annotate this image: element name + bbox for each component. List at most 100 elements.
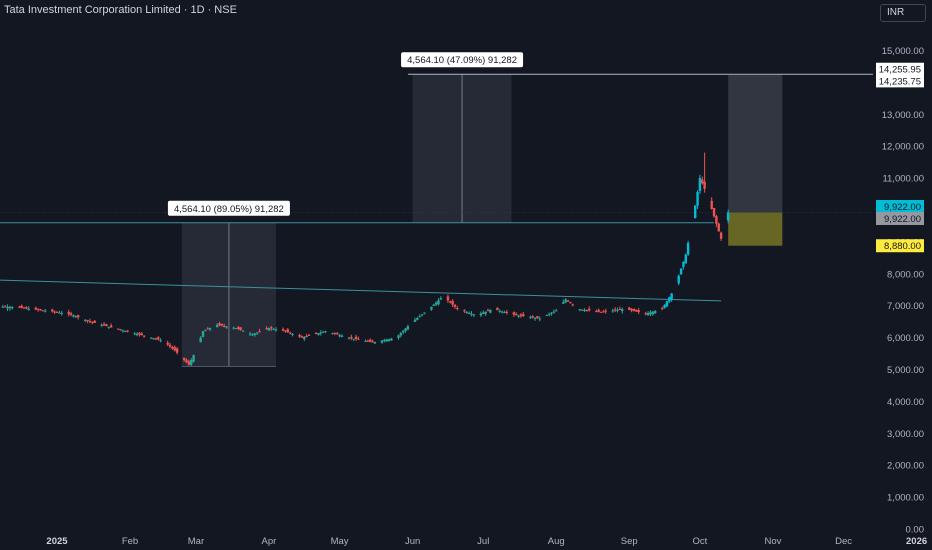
candle-body <box>159 340 162 342</box>
candle-body <box>416 318 419 320</box>
candle-body <box>58 312 61 314</box>
candle-body <box>703 181 706 189</box>
candle-body <box>489 309 492 313</box>
y-tick-label: 1,000.00 <box>887 493 924 504</box>
candle-body <box>484 311 487 314</box>
candle-body <box>126 330 129 332</box>
candle-body <box>150 337 153 339</box>
candle-body <box>406 326 410 330</box>
candle-body <box>505 311 509 313</box>
candle-body <box>41 310 45 312</box>
candle-body <box>423 312 426 314</box>
candle-body <box>413 319 417 322</box>
price-label: 9,922.00 <box>884 202 921 213</box>
candle-body <box>646 312 650 316</box>
price-label: 14,255.95 <box>879 65 921 76</box>
candle-body <box>74 316 78 318</box>
candle-body <box>366 340 370 342</box>
candle-body <box>232 327 235 329</box>
candle-body <box>288 332 292 334</box>
candle-body <box>154 338 158 340</box>
candle-body <box>613 309 617 311</box>
candle-body <box>694 205 697 218</box>
candle-body <box>519 314 523 316</box>
candle-body <box>208 328 212 330</box>
candle-body <box>105 324 108 327</box>
candle-body <box>168 344 172 347</box>
candle-body <box>237 327 240 329</box>
candle-body <box>364 340 367 342</box>
candle-body <box>715 216 718 224</box>
candle-body <box>152 338 155 340</box>
candle-body <box>190 359 193 365</box>
candle-body <box>357 338 360 340</box>
candle-body <box>434 302 438 305</box>
candle-body <box>91 321 94 323</box>
candle-body <box>72 315 75 317</box>
candle-body <box>34 307 38 310</box>
price-label-bg <box>876 199 924 213</box>
candle-body <box>637 310 640 313</box>
candle-body <box>512 312 516 315</box>
candle-body <box>531 316 534 318</box>
candle-body <box>430 306 433 310</box>
candle-body <box>67 312 70 315</box>
y-tick-label: 11,000.00 <box>882 174 924 185</box>
candle-body <box>22 307 26 309</box>
candle-body <box>119 329 122 331</box>
candle-body <box>300 336 304 338</box>
candle-body <box>336 333 339 335</box>
candle-body <box>498 310 501 312</box>
candle-body <box>182 357 186 360</box>
candle-body <box>171 346 174 349</box>
candle-body <box>253 333 257 336</box>
candle-body <box>496 307 499 311</box>
candle-body <box>258 331 261 333</box>
candle-body <box>11 307 14 309</box>
candle-body <box>204 330 207 332</box>
candle-body <box>555 310 558 312</box>
candle-body <box>255 332 259 334</box>
candle-body <box>36 309 40 311</box>
candle-body <box>51 309 54 312</box>
candle-body <box>661 308 664 310</box>
measure-label: 4,564.10 (47.09%) 91,282 <box>407 55 517 66</box>
candle-body <box>234 328 238 330</box>
candle-body <box>142 335 146 337</box>
currency-selector[interactable]: INR <box>880 4 926 22</box>
candle-body <box>140 333 143 336</box>
candle-body <box>602 311 605 313</box>
candle-body <box>456 308 459 310</box>
candle-body <box>668 297 671 302</box>
candle-body <box>597 309 600 312</box>
candle-body <box>135 333 139 336</box>
price-label: 9,922.00 <box>884 214 921 225</box>
candle-body <box>630 308 633 311</box>
candle-body <box>1 306 5 308</box>
candle-body <box>420 314 424 316</box>
candle-body <box>653 310 657 314</box>
candle-body <box>270 327 273 329</box>
measure-label: 4,564.10 (89.05%) 91,282 <box>174 204 284 215</box>
candle-body <box>6 306 9 309</box>
candle-body <box>418 316 421 318</box>
x-tick-label: Mar <box>188 536 204 547</box>
candle-body <box>352 338 355 340</box>
candle-body <box>621 309 624 312</box>
candle-body <box>206 328 209 330</box>
y-tick-label: 2,000.00 <box>887 461 924 472</box>
candle-body <box>27 308 30 311</box>
candle-body <box>446 296 450 301</box>
candle-body <box>719 232 723 239</box>
candle-body <box>451 300 454 305</box>
candle-body <box>239 327 242 330</box>
candle-body <box>632 308 636 312</box>
candle-body <box>333 332 337 334</box>
candle-body <box>291 333 294 335</box>
candle-body <box>472 314 476 316</box>
candle-body <box>385 339 388 342</box>
candle-body <box>60 312 63 314</box>
candle-body <box>331 333 334 335</box>
candle-body <box>439 298 443 300</box>
